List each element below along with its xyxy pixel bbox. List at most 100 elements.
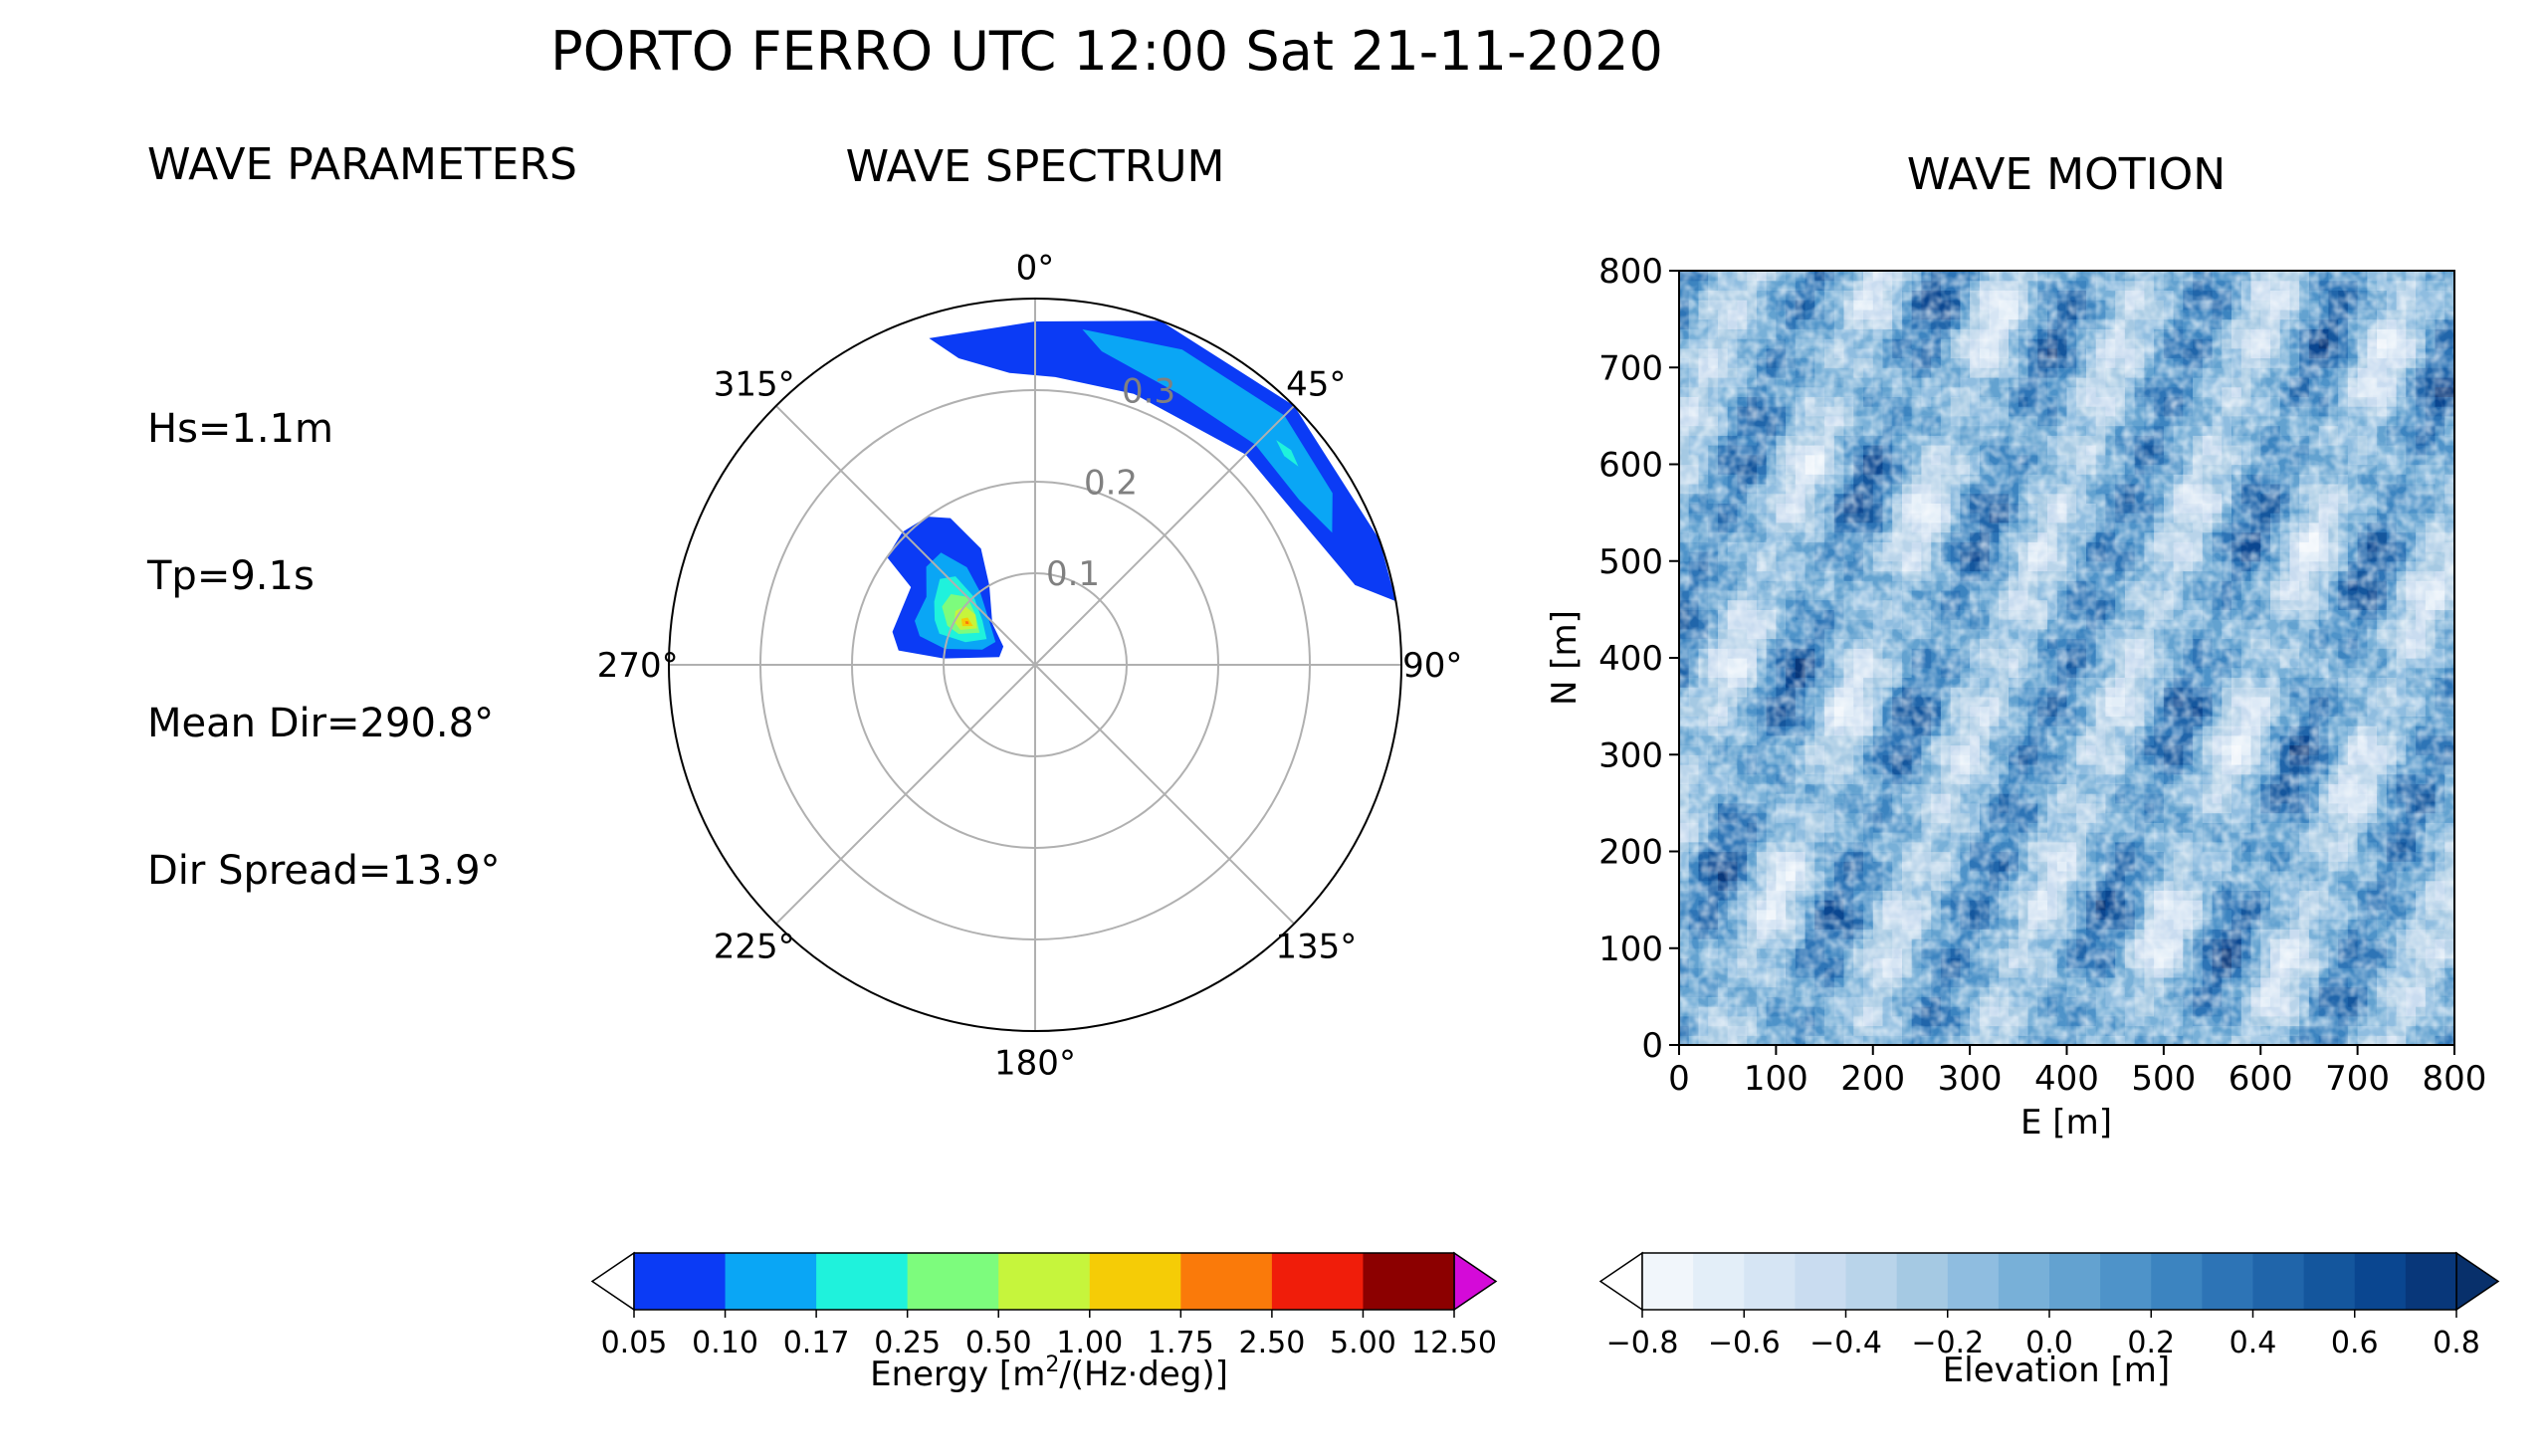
- elevation-colorbar-ticks: −0.8 −0.6 −0.4 −0.2 0.0 0.2 0.4 0.6 0.8: [1606, 1310, 2480, 1360]
- energy-colorbar-ticks: 0.05 0.10 0.17 0.25 0.50 1.00 1.75 2.50 5.00 12.5…: [601, 1310, 1497, 1360]
- motion-x-tick-label: 0: [1668, 1059, 1690, 1099]
- colorbar-segment: [1271, 1253, 1364, 1310]
- spectrum-radial-label: 0.2: [1084, 463, 1138, 503]
- spectrum-contour-9: [964, 621, 969, 625]
- colorbar-segment: [1795, 1253, 1847, 1310]
- hs-value: Hs=1.1m: [147, 406, 334, 452]
- motion-y-tick-label: 100: [1598, 930, 1663, 969]
- motion-y-tick-label: 400: [1598, 639, 1663, 679]
- motion-x-ticks: 0 100 200 300 400 500 600 700 800: [1668, 1045, 2486, 1099]
- colorbar-segment: [816, 1253, 909, 1310]
- colorbar-segment: [1845, 1253, 1898, 1310]
- colorbar-tick-label: 0.0: [2025, 1326, 2073, 1360]
- colorbar-tick-label: 0.17: [783, 1326, 850, 1360]
- colorbar-under-arrow: [1598, 1251, 1643, 1312]
- colorbar-segment: [2049, 1253, 2101, 1310]
- colorbar-segment: [2354, 1253, 2407, 1310]
- spectrum-angle-label: 45°: [1286, 365, 1346, 405]
- spectrum-contour-1: [1082, 328, 1333, 533]
- colorbar-segment: [998, 1253, 1091, 1310]
- colorbar-tick-label: 0.05: [601, 1326, 668, 1360]
- spectrum-angle-labels: 0° 45° 90° 135° 180° 225° 270° 315°: [597, 249, 1463, 1084]
- colorbar-segment: [1642, 1253, 1694, 1310]
- spectrum-angle-label: 135°: [1275, 927, 1357, 966]
- wave-motion-panel: WAVE MOTION 0 100 200 300 400 500 600 700 800 0 1…: [1545, 149, 2486, 1143]
- motion-x-tick-label: 700: [2325, 1059, 2390, 1099]
- spectrum-angular-gridline-7: [775, 405, 1036, 666]
- spectrum-grid: [669, 299, 1401, 1031]
- motion-x-tick-label: 300: [1938, 1059, 2003, 1099]
- motion-y-tick-label: 200: [1598, 833, 1663, 873]
- colorbar-segment: [1693, 1253, 1745, 1310]
- motion-x-tick-label: 500: [2131, 1059, 2196, 1099]
- colorbar-tick-label: 1.00: [1056, 1326, 1123, 1360]
- elevation-colorbar: −0.8 −0.6 −0.4 −0.2 0.0 0.2 0.4 0.6 0.8 Elevatio…: [1598, 1251, 2500, 1390]
- spectrum-contours: [887, 320, 1396, 659]
- spectrum-angular-gridline-5: [775, 664, 1036, 925]
- spectrum-angle-label: 90°: [1402, 646, 1462, 686]
- colorbar-tick-label: 0.4: [2230, 1326, 2277, 1360]
- motion-y-tick-label: 0: [1641, 1026, 1663, 1066]
- elevation-colorbar-segments: [1598, 1251, 2500, 1312]
- colorbar-segment: [1998, 1253, 2050, 1310]
- colorbar-tick-label: −0.4: [1809, 1326, 1882, 1360]
- energy-colorbar: 0.05 0.10 0.17 0.25 0.50 1.00 1.75 2.50 5.00 12.5…: [590, 1251, 1498, 1394]
- dir-spread-value: Dir Spread=13.9°: [147, 848, 501, 894]
- colorbar-segment: [2405, 1253, 2457, 1310]
- motion-title: WAVE MOTION: [1907, 149, 2226, 200]
- motion-y-label: N [m]: [1545, 610, 1585, 706]
- motion-y-ticks: 0 100 200 300 400 500 600 700 800: [1598, 252, 1679, 1066]
- spectrum-angle-label: 225°: [714, 927, 795, 966]
- motion-y-tick-label: 600: [1598, 446, 1663, 486]
- energy-colorbar-segments: [590, 1251, 1498, 1312]
- motion-x-tick-label: 600: [2229, 1059, 2293, 1099]
- spectrum-radial-label: 0.3: [1122, 372, 1175, 412]
- spectrum-angle-label: 180°: [994, 1043, 1076, 1083]
- colorbar-tick-label: 2.50: [1238, 1326, 1305, 1360]
- spectrum-outer-circle: [668, 298, 1402, 1032]
- energy-colorbar-label: Energy [m2/(Hz·deg)]: [870, 1352, 1228, 1394]
- colorbar-tick-label: −0.8: [1606, 1326, 1679, 1360]
- mean-dir-value: Mean Dir=290.8°: [147, 701, 495, 746]
- colorbar-under-arrow: [590, 1251, 635, 1312]
- colorbar-tick-label: −0.6: [1708, 1326, 1781, 1360]
- motion-y-tick-label: 500: [1598, 542, 1663, 582]
- spectrum-angle-label: 270°: [597, 646, 679, 686]
- colorbar-tick-label: 0.2: [2127, 1326, 2175, 1360]
- colorbar-segment: [907, 1253, 999, 1310]
- figure-title: PORTO FERRO UTC 12:00 Sat 21-11-2020: [550, 20, 1663, 83]
- spectrum-radial-label: 0.1: [1046, 554, 1100, 594]
- motion-x-tick-label: 200: [1840, 1059, 1905, 1099]
- motion-x-tick-label: 400: [2034, 1059, 2099, 1099]
- spectrum-radial-labels: 0.1 0.2 0.3: [1046, 372, 1175, 595]
- wave-parameters-heading: WAVE PARAMETERS: [147, 139, 577, 190]
- colorbar-segment: [1089, 1253, 1181, 1310]
- colorbar-segment: [2303, 1253, 2356, 1310]
- colorbar-over-arrow: [1453, 1251, 1498, 1312]
- colorbar-tick-label: −0.2: [1911, 1326, 1984, 1360]
- colorbar-segment: [1896, 1253, 1949, 1310]
- spectrum-angle-label: 0°: [1016, 249, 1055, 289]
- spectrum-contour-2: [1276, 440, 1299, 467]
- motion-y-tick-label: 800: [1598, 252, 1663, 292]
- colorbar-segment: [2100, 1253, 2152, 1310]
- spectrum-angle-label: 315°: [714, 365, 795, 405]
- colorbar-tick-label: 5.00: [1330, 1326, 1396, 1360]
- colorbar-over-arrow: [2455, 1251, 2500, 1312]
- colorbar-segment: [2252, 1253, 2305, 1310]
- motion-x-label: E [m]: [2020, 1103, 2112, 1143]
- motion-x-tick-label: 800: [2423, 1059, 2487, 1099]
- colorbar-tick-label: 0.6: [2331, 1326, 2379, 1360]
- colorbar-tick-label: 12.50: [1411, 1326, 1497, 1360]
- colorbar-segment: [1180, 1253, 1273, 1310]
- wave-motion-texture: [1679, 271, 2454, 1045]
- elevation-colorbar-label: Elevation [m]: [1943, 1351, 2170, 1390]
- colorbar-tick-label: 0.25: [874, 1326, 941, 1360]
- spectrum-angular-gridline-3: [1034, 664, 1295, 925]
- colorbar-segment: [2151, 1253, 2203, 1310]
- colorbar-segment: [1744, 1253, 1796, 1310]
- spectrum-title: WAVE SPECTRUM: [846, 141, 1225, 192]
- colorbar-segment: [634, 1253, 727, 1310]
- tp-value: Tp=9.1s: [147, 553, 315, 599]
